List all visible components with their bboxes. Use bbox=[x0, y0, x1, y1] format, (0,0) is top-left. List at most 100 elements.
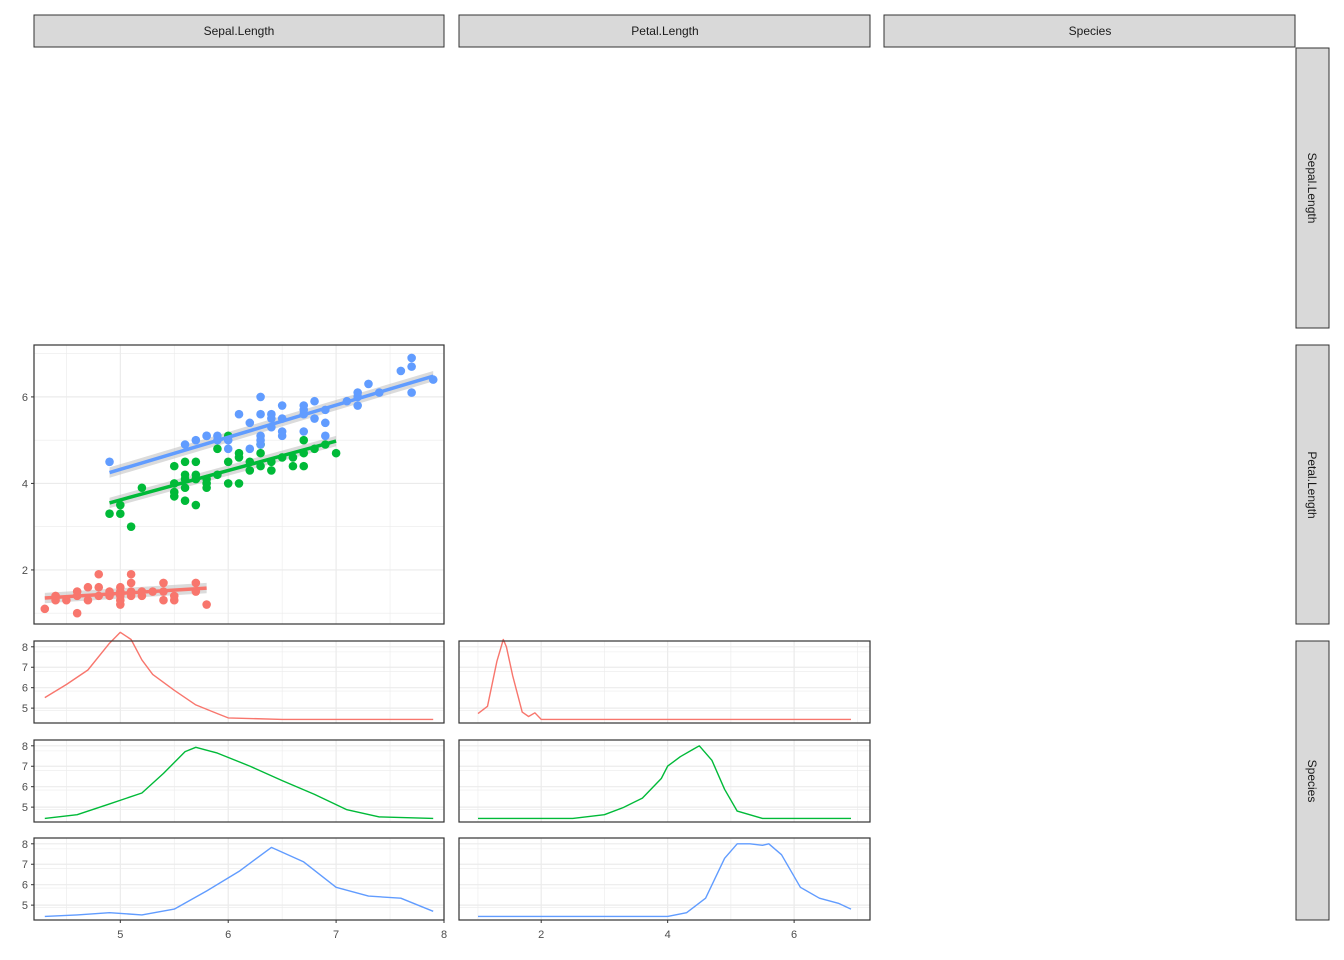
scatter-point bbox=[180, 470, 190, 480]
scatter-point bbox=[180, 483, 190, 493]
scatter-point bbox=[180, 440, 190, 449]
scatter-point bbox=[299, 427, 309, 436]
scatter-point bbox=[202, 431, 211, 441]
scatter-point bbox=[234, 479, 244, 488]
column-strip-label: Sepal.Length bbox=[204, 24, 275, 38]
column-strip-species: Species bbox=[883, 14, 1296, 48]
density-facet: 2 4 6 bbox=[458, 837, 871, 941]
y-tick-label: 5 bbox=[22, 802, 28, 814]
y-tick-label: 5 bbox=[22, 900, 28, 912]
panel-background bbox=[459, 740, 870, 822]
density-facet: 5 6 7 8 bbox=[22, 631, 445, 724]
panel-border bbox=[33, 739, 445, 823]
scatter-point bbox=[105, 457, 114, 467]
petal-length-density-panels: 2 4 6 bbox=[458, 638, 871, 941]
row-strip-petal-length: Petal.Length bbox=[1295, 344, 1330, 625]
scatter-point bbox=[245, 466, 255, 475]
column-strip-petal-length: Petal.Length bbox=[458, 14, 871, 48]
scatter-point bbox=[234, 448, 244, 458]
scatter-point bbox=[169, 591, 179, 601]
scatter-point bbox=[396, 366, 406, 376]
scatter-point bbox=[331, 448, 341, 458]
density-line bbox=[44, 631, 434, 721]
scatter-point bbox=[256, 409, 265, 419]
scatter-point bbox=[159, 595, 168, 605]
scatter-point bbox=[299, 461, 309, 471]
scatter-point bbox=[310, 396, 319, 406]
scatter-point bbox=[169, 487, 179, 497]
y-tick-label: 6 bbox=[22, 782, 28, 794]
y-tick-label: 8 bbox=[22, 642, 28, 654]
scatter-point bbox=[407, 388, 416, 397]
panel-border bbox=[458, 739, 871, 823]
scatter-point bbox=[191, 435, 201, 445]
scatter-point bbox=[126, 578, 136, 588]
scatter-point bbox=[223, 479, 233, 488]
density-facet bbox=[458, 638, 871, 724]
scatter-point bbox=[353, 388, 362, 397]
regression-line bbox=[109, 374, 434, 475]
scatter-point bbox=[288, 453, 298, 462]
y-tick-label: 2 bbox=[22, 565, 28, 577]
row-strip-species: Species bbox=[1295, 640, 1330, 921]
scatter-point bbox=[191, 470, 201, 480]
scatter-point bbox=[94, 582, 104, 592]
regression-line bbox=[44, 586, 207, 600]
panel-background bbox=[459, 641, 870, 723]
scatter-point bbox=[213, 444, 222, 454]
scatter-point bbox=[116, 500, 125, 510]
scatter-point bbox=[256, 431, 265, 441]
panel-border bbox=[458, 640, 871, 724]
scatter-point bbox=[321, 431, 330, 441]
y-tick-label: 7 bbox=[22, 859, 28, 871]
y-tick-label: 6 bbox=[22, 683, 28, 695]
scatter-point bbox=[223, 444, 233, 454]
density-line bbox=[477, 638, 851, 721]
scatter-point bbox=[407, 362, 416, 371]
x-tick-label: 5 bbox=[117, 929, 123, 941]
scatter-point bbox=[223, 457, 233, 467]
panel-border bbox=[33, 640, 445, 724]
x-tick-label: 6 bbox=[225, 929, 231, 941]
y-tick-label: 6 bbox=[22, 392, 28, 404]
scatter-point bbox=[159, 578, 168, 588]
scatter-point bbox=[116, 582, 125, 592]
scatter-point bbox=[137, 483, 147, 493]
column-strip-sepal-length: Sepal.Length bbox=[33, 14, 445, 48]
scatter-point bbox=[116, 509, 125, 518]
density-line bbox=[44, 746, 434, 820]
x-tick-label: 7 bbox=[333, 929, 339, 941]
regression-line bbox=[109, 439, 337, 505]
scatter-point bbox=[191, 578, 201, 588]
row-strip-label: Sepal.Length bbox=[1305, 153, 1319, 224]
scatter-point bbox=[83, 595, 93, 605]
scatter-point bbox=[202, 600, 211, 609]
scatter-point bbox=[126, 522, 136, 531]
density-line bbox=[44, 846, 434, 918]
panel-border bbox=[458, 837, 871, 921]
density-facet bbox=[458, 739, 871, 823]
scatter-point bbox=[191, 457, 201, 467]
density-facet: 5 6 7 8 5 6 7 8 bbox=[22, 837, 447, 941]
scatter-panel-petal-vs-sepal: 2 4 6 bbox=[22, 344, 445, 625]
column-strip-label: Species bbox=[1069, 24, 1112, 38]
scatter-point bbox=[288, 461, 298, 471]
scatter-point bbox=[299, 401, 309, 410]
scatter-point bbox=[126, 569, 136, 579]
row-strip-label: Species bbox=[1305, 760, 1319, 803]
scatter-point bbox=[321, 418, 330, 428]
x-tick-label: 2 bbox=[538, 929, 544, 941]
scatter-point bbox=[299, 435, 309, 445]
sepal-length-density-panels: 5 6 7 8 5 6 7 8 5 6 7 8 5 6 7 8 bbox=[22, 631, 447, 941]
density-facet: 5 6 7 8 bbox=[22, 739, 445, 823]
x-tick-label: 8 bbox=[441, 929, 447, 941]
panel-border bbox=[33, 344, 445, 625]
y-tick-label: 6 bbox=[22, 880, 28, 892]
panel-background bbox=[459, 838, 870, 920]
scatter-point bbox=[72, 608, 82, 618]
scatter-point bbox=[234, 409, 244, 419]
y-tick-label: 4 bbox=[22, 478, 28, 490]
scatter-point bbox=[180, 496, 190, 506]
y-tick-label: 8 bbox=[22, 839, 28, 851]
